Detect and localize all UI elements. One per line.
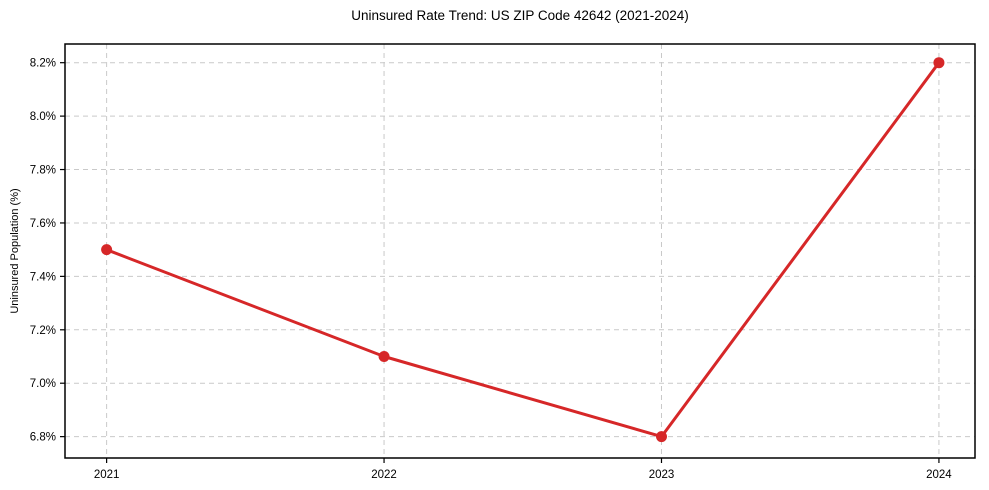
- trend-line: [105, 61, 941, 439]
- y-tick-label: 7.0%: [30, 378, 56, 390]
- y-tick-label: 8.2%: [30, 58, 56, 70]
- y-tick-label: 6.8%: [30, 432, 56, 444]
- plot-border: [64, 43, 976, 459]
- data-point-marker: [378, 351, 390, 363]
- y-tick-label: 7.4%: [30, 271, 56, 283]
- y-tick-label: 7.6%: [30, 218, 56, 230]
- data-point-marker: [933, 57, 945, 69]
- y-tick-label: 7.2%: [30, 325, 56, 337]
- x-tick-label: 2023: [649, 469, 675, 481]
- data-point-marker: [101, 244, 113, 256]
- y-tick-label: 7.8%: [30, 165, 56, 177]
- data-point-marker: [655, 431, 667, 443]
- chart-title: Uninsured Rate Trend: US ZIP Code 42642 …: [351, 8, 689, 23]
- x-tick-label: 2022: [371, 469, 397, 481]
- x-tick-label: 2021: [94, 469, 120, 481]
- y-tick-label: 8.0%: [30, 111, 56, 123]
- x-tick-label: 2024: [926, 469, 952, 481]
